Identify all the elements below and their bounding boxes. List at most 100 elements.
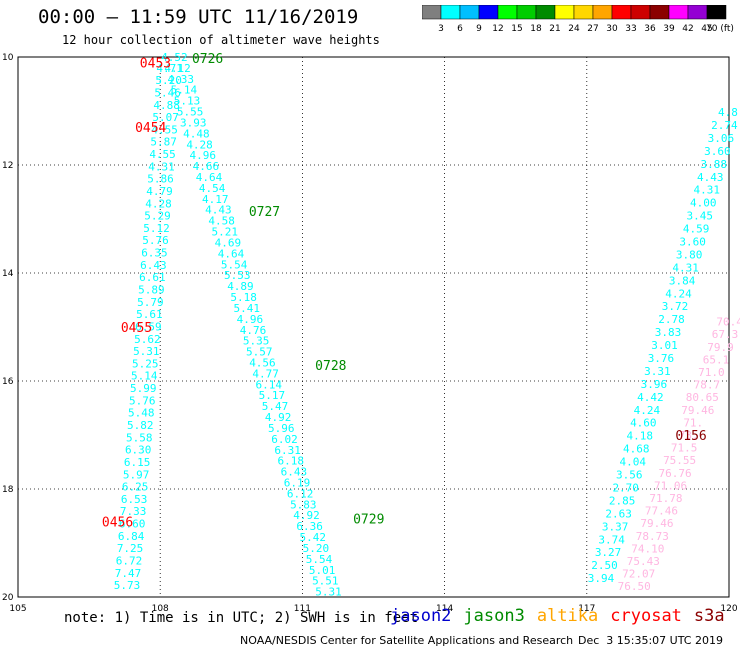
wave-height-value: 6.14: [255, 378, 282, 391]
satellite-legend: jason2 jason3 altika cryosat s3a: [390, 606, 737, 626]
wave-height-value: 71.78: [649, 492, 682, 505]
wave-height-value: 3.88: [701, 158, 728, 171]
pass-time-label: 0156: [675, 429, 706, 444]
wave-height-value: 4.96: [189, 149, 216, 162]
units-note: note: 1) Time is in UTC; 2) SWH is in fe…: [64, 610, 419, 626]
wave-height-value: 5.18: [230, 291, 257, 304]
scale-label: 6: [457, 24, 463, 34]
wave-height-value: 5.41: [233, 302, 260, 315]
satellite-legend-item: altika: [536, 606, 599, 626]
wave-height-value: 75.43: [627, 555, 660, 568]
pass-time-label: 0728: [315, 359, 346, 374]
pass-time-label: 0454: [135, 121, 166, 136]
wave-height-value: 4.42: [637, 391, 664, 404]
pass-time-label: 0453: [140, 56, 171, 71]
wave-height-value: 5.79: [137, 296, 164, 309]
wave-height-value: 2.78: [658, 313, 685, 326]
wave-height-value: 3.80: [676, 248, 703, 261]
wave-height-value: 5.87: [150, 136, 177, 149]
wave-height-value: 3.96: [641, 378, 668, 391]
pass-time-label: 0726: [192, 52, 223, 67]
x-tick-label: 111: [294, 604, 311, 614]
wave-height-value: 6.61: [139, 271, 166, 284]
wave-height-value: 4.59: [683, 223, 710, 236]
wave-height-value: 4.52: [161, 51, 188, 64]
wave-height-value: 4.96: [237, 313, 264, 326]
page-subtitle: 12 hour collection of altimeter wave hei…: [62, 33, 380, 47]
wave-height-value: 5.07: [152, 111, 179, 124]
wave-height-value: 5.54: [306, 553, 333, 566]
page-title: 00:00 – 11:59 UTC 11/16/2019: [38, 6, 359, 28]
wave-height-value: 5.35: [243, 335, 270, 348]
wave-height-value: 4.43: [205, 204, 232, 217]
wave-height-value: 3.84: [669, 274, 696, 287]
wave-height-value: 4.18: [627, 430, 654, 443]
track-pass-0453-0456: 4.715.205.464.885.074.555.874.554.315.86…: [114, 62, 183, 592]
wave-height-value: 76.76: [659, 467, 692, 480]
wave-height-value: 5.61: [136, 308, 163, 321]
wave-height-value: 6.84: [118, 530, 145, 543]
wave-height-value: 77.46: [645, 505, 678, 518]
wave-height-value: 73.: [679, 429, 699, 442]
wave-height-value: 6.53: [121, 493, 148, 506]
wave-height-value: 6.72: [116, 554, 143, 567]
track-pass-0726-0729: 4.524.124.335.145.135.553.934.484.284.96…: [161, 51, 342, 599]
wave-height-value: 4.8: [718, 106, 738, 119]
wave-height-value: 72.07: [622, 568, 655, 581]
satellite-legend-item: jason2: [390, 606, 452, 626]
wave-height-value: 3.94: [588, 572, 615, 585]
wave-height-value: 6.19: [284, 476, 311, 489]
wave-height-value: 2.70: [612, 481, 639, 494]
footer-timestamp: Dec 3 15:35:07 UTC 2019: [578, 634, 723, 647]
wave-height-value: 4.76: [240, 324, 267, 337]
wave-height-value: 3.01: [651, 339, 678, 352]
scale-label: 30: [606, 24, 618, 34]
satellite-legend-item: s3a: [693, 606, 725, 626]
scale-label: 33: [625, 24, 636, 34]
scale-label: 36: [644, 24, 656, 34]
wave-height-value: 4.60: [630, 417, 657, 430]
wave-height-value: 3.83: [655, 326, 682, 339]
x-tick-label: 114: [436, 604, 453, 614]
scale-label: 42: [682, 24, 693, 34]
wave-height-value: 5.48: [128, 407, 155, 420]
wave-height-value: 4.31: [694, 184, 721, 197]
wave-height-value: 7.33: [120, 505, 147, 518]
wave-height-value: 71.5: [671, 442, 698, 455]
wave-height-value: 4.55: [151, 123, 178, 136]
wave-height-value: 5.55: [177, 106, 204, 119]
wave-height-value: 6.18: [277, 455, 304, 468]
wave-height-value: 4.64: [218, 247, 245, 260]
track-pass-0156-pink: 70.467.379.965.171.078.780.6579.4671.73.…: [618, 316, 740, 594]
wave-height-value: 2.85: [609, 494, 636, 507]
scale-label: 39: [663, 24, 675, 34]
wave-height-value: 4.28: [145, 197, 172, 210]
wave-height-value: 2.50: [591, 559, 618, 572]
wave-height-value: 4.28: [186, 138, 213, 151]
scale-label: 45: [701, 24, 712, 34]
wave-height-value: 4.69: [215, 236, 242, 249]
wave-height-value: 5.47: [262, 400, 289, 413]
wave-height-value: 6.43: [281, 466, 308, 479]
wave-height-value: 4.55: [149, 148, 176, 161]
wave-height-value: 74.10: [631, 542, 664, 555]
wave-height-value: 78.7: [694, 379, 721, 392]
scale-label: 27: [587, 24, 598, 34]
wave-height-value: 5.89: [138, 284, 165, 297]
pass-time-label: 0729: [353, 513, 384, 528]
wave-height-value: 5.42: [300, 531, 327, 544]
y-tick-label: 20: [2, 593, 14, 603]
wave-height-value: 4.68: [623, 443, 650, 456]
wave-height-value: 76.50: [618, 580, 651, 593]
wave-height-value: 6.43: [140, 259, 167, 272]
wave-height-value: 3.60: [704, 145, 731, 158]
wave-height-value: 3.56: [616, 469, 643, 482]
wave-height-value: 5.83: [290, 498, 317, 511]
scale-label: 12: [492, 24, 503, 34]
wave-height-value: 4.04: [619, 456, 646, 469]
wave-height-value: 75.55: [663, 454, 696, 467]
wave-height-value: 5.97: [123, 468, 150, 481]
x-tick-label: 105: [9, 604, 26, 614]
